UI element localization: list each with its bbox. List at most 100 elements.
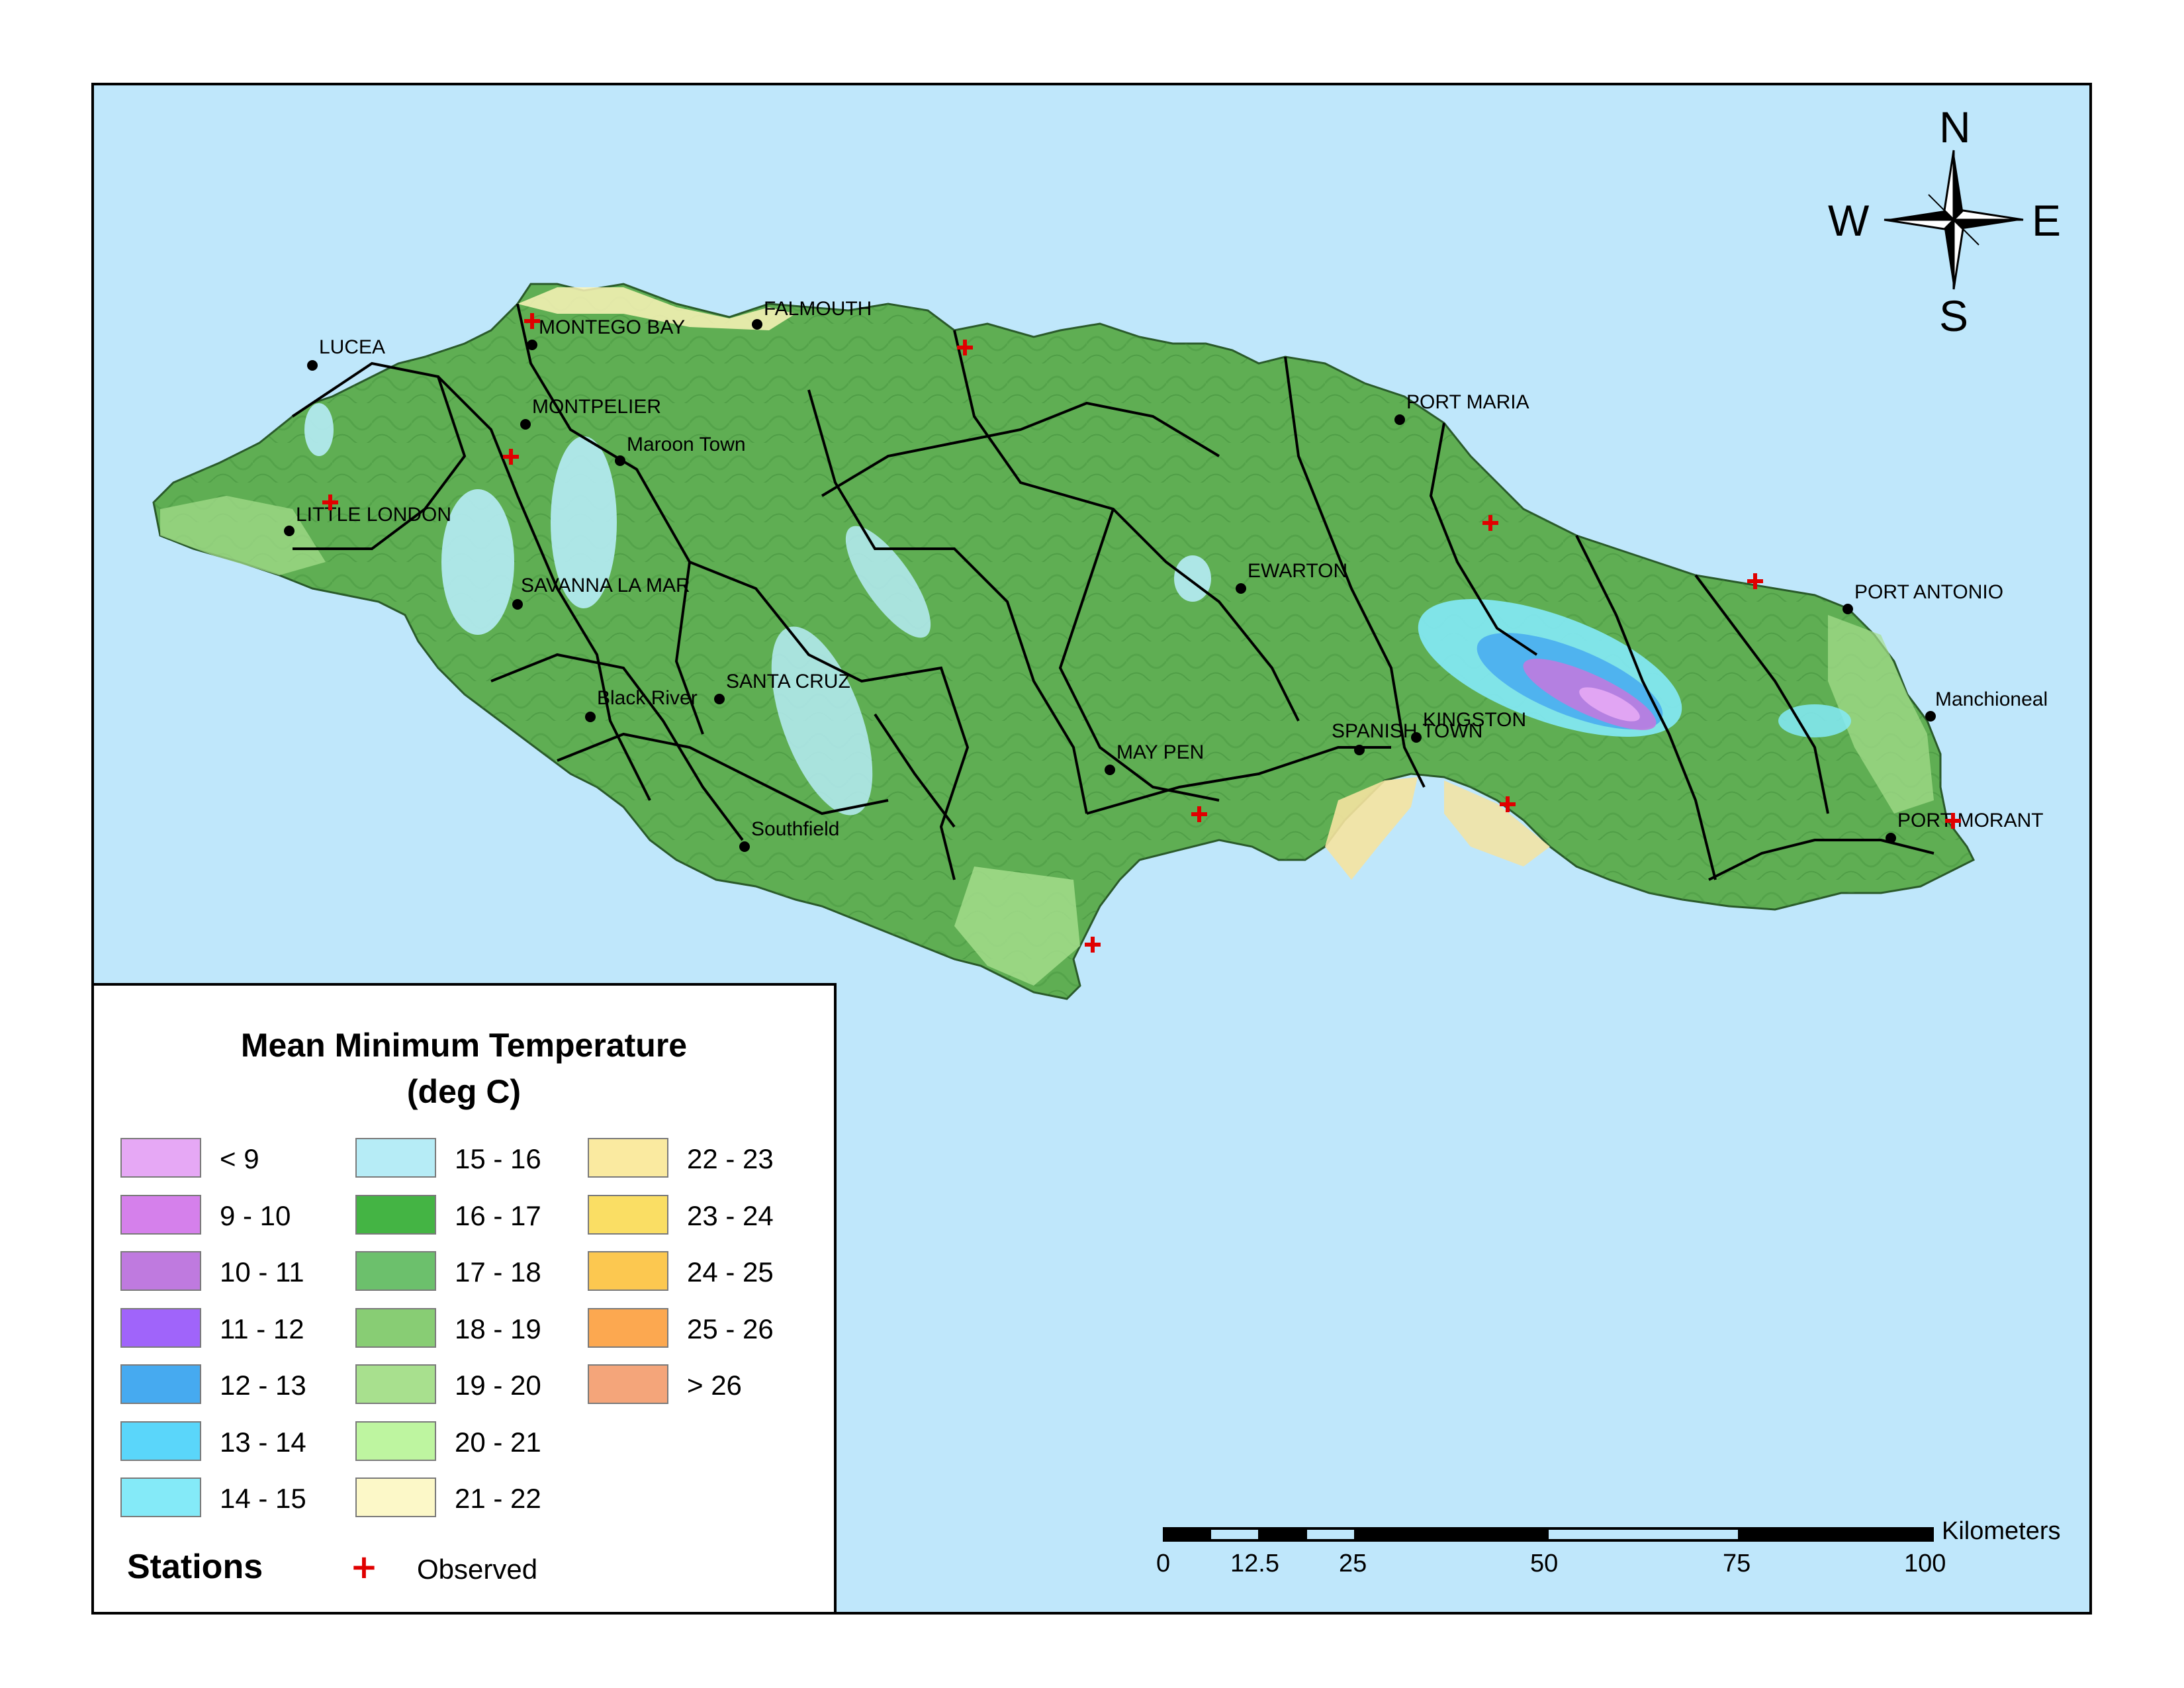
station-marker [1482,515,1498,531]
legend-label: > 26 [687,1370,742,1401]
station-marker [1500,796,1516,812]
compass-east-label: E [2032,196,2061,245]
legend-label: 11 - 12 [220,1313,304,1344]
scale-tick-label: 50 [1530,1550,1558,1577]
legend-label: 20 - 21 [455,1426,541,1458]
legend-swatch [355,1421,436,1461]
station-markers [322,313,1961,953]
legend-title: Mean Minimum Temperature (deg C) [94,1022,834,1115]
legend: Mean Minimum Temperature (deg C) < 9 9 - … [91,983,837,1615]
legend-swatch [120,1194,201,1235]
compass-west-label: W [1828,196,1870,245]
legend-title-line2: (deg C) [406,1073,522,1110]
legend-label: 13 - 14 [220,1426,306,1458]
town-label: SAVANNA LA MAR [521,575,690,596]
legend-swatch [588,1307,668,1348]
cool-zone [551,436,617,608]
station-marker [1945,813,1961,829]
legend-label: 21 - 22 [455,1483,541,1514]
legend-swatch [120,1421,201,1461]
legend-label: 9 - 10 [220,1199,291,1231]
town-label: KINGSTON [1423,709,1526,731]
legend-swatch [355,1307,436,1348]
compass-north-label: N [1939,103,1971,152]
coastal-warm-zone [1325,777,1418,880]
town-label: Southfield [751,818,839,840]
scale-tick-label: 0 [1156,1550,1170,1577]
legend-swatch [588,1194,668,1235]
town-label: SANTA CRUZ [726,671,850,692]
town-label: LITTLE LONDON [296,504,451,526]
town-label: MONTPELIER [532,396,661,418]
eastern-cool-zone [1778,704,1851,737]
station-marker [957,340,973,355]
legend-label: 18 - 19 [455,1313,541,1344]
scale-tick-label: 25 [1339,1550,1367,1577]
station-marker [524,313,540,329]
legend-label: 19 - 20 [455,1370,541,1401]
scale-tick-label: 12.5 [1230,1550,1279,1577]
station-symbol: + [350,1548,378,1586]
station-marker [1085,937,1101,953]
town-markers [284,319,1936,852]
scale-tick-label: 100 [1904,1550,1946,1577]
legend-label: 16 - 17 [455,1199,541,1231]
town-labels: LUCEA MONTEGO BAY FALMOUTH MONTPELIER Ma… [296,298,2048,840]
legend-swatch [588,1364,668,1404]
legend-swatch [355,1364,436,1404]
compass-south-label: S [1939,291,1968,340]
station-marker [503,449,519,465]
scale-unit-label: Kilometers [1942,1517,2061,1545]
scale-bar: 0 12.5 25 50 75 100 Kilometers [1156,1517,2061,1577]
lowland-zone [1828,615,1934,814]
legend-label: 22 - 23 [687,1143,774,1174]
legend-title-line1: Mean Minimum Temperature [240,1027,688,1064]
town-label: MAY PEN [1116,741,1204,763]
cool-zone [845,526,931,638]
legend-label: 17 - 18 [455,1256,541,1288]
town-label: MONTEGO BAY [539,316,685,338]
town-label: SPANISH TOWN [1332,720,1482,742]
legend-swatch [120,1138,201,1178]
town-label: PORT ANTONIO [1854,581,2003,603]
cool-zone [304,403,334,456]
legend-swatch [120,1364,201,1404]
legend-swatch [120,1251,201,1291]
cool-zone [441,489,514,635]
legend-swatch [588,1138,668,1178]
town-label: Black River [597,687,698,709]
cool-zone [1174,555,1211,602]
legend-swatch [588,1251,668,1291]
legend-swatch [355,1194,436,1235]
coastal-warm-zone [518,287,796,330]
lowland-zone [160,496,326,575]
town-label: LUCEA [319,336,385,358]
coastal-warm-zone [1444,780,1550,867]
cool-zone [771,626,873,816]
legend-label: 24 - 25 [687,1256,774,1288]
legend-swatch [355,1477,436,1517]
town-label: Maroon Town [627,434,746,455]
stations-title: Stations [127,1548,263,1586]
legend-swatch [120,1477,201,1517]
parish-boundaries [291,303,1934,881]
scale-tick-label: 75 [1723,1550,1751,1577]
legend-label: 15 - 16 [455,1143,541,1174]
legend-label: 10 - 11 [220,1256,304,1288]
blue-mountains-peak-zone [1579,687,1640,722]
town-label: PORT MARIA [1406,391,1529,413]
lowland-zone [954,867,1080,986]
town-label: EWARTON [1248,560,1347,582]
town-label: FALMOUTH [764,298,872,320]
station-marker [1191,806,1207,822]
legend-swatch [355,1251,436,1291]
map-canvas: LUCEA MONTEGO BAY FALMOUTH MONTPELIER Ma… [152,103,2061,1577]
stations-label: Observed [417,1554,538,1585]
legend-label: 12 - 13 [220,1370,306,1401]
station-marker [322,494,338,510]
legend-swatch [120,1307,201,1348]
compass-rose: N S E W [1828,103,2061,340]
legend-label: 14 - 15 [220,1483,306,1514]
town-label: PORT MORANT [1897,810,2044,831]
legend-label: 25 - 26 [687,1313,774,1344]
